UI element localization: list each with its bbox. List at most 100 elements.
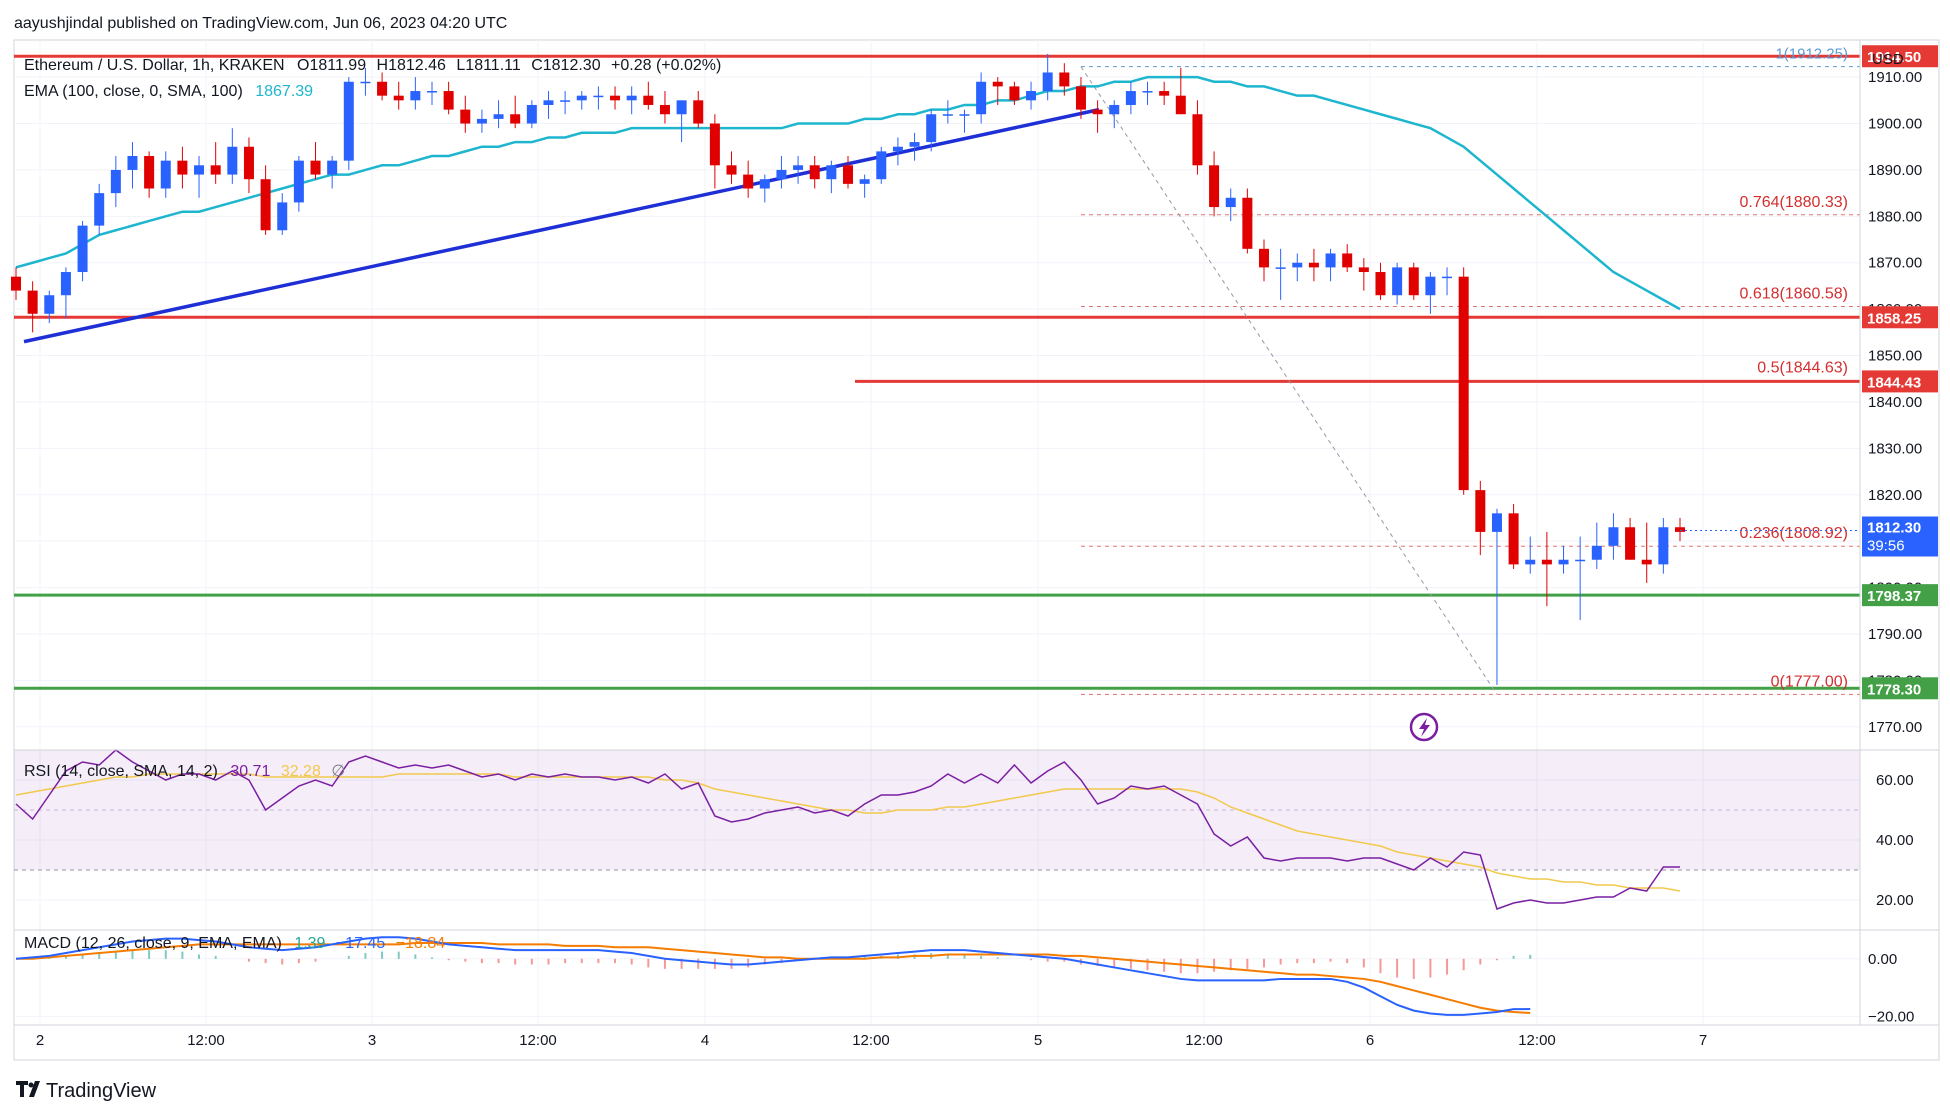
candle-body	[1392, 267, 1403, 296]
candle-body	[1425, 276, 1436, 296]
candle-body	[1442, 276, 1453, 279]
rsi-legend-label: RSI (14, close, SMA, 14, 2)	[24, 763, 218, 780]
candle-body	[360, 81, 371, 84]
price-tick-label: 1870.00	[1868, 255, 1922, 272]
ohlc-low: L1811.11	[456, 57, 520, 74]
tradingview-logo-icon[interactable]	[16, 1081, 40, 1097]
lightning-icon[interactable]	[1409, 712, 1439, 742]
price-tick-label: 1890.00	[1868, 162, 1922, 179]
resistance-1858-tag	[1862, 306, 1938, 329]
time-tick-label: 12:00	[1185, 1032, 1223, 1049]
macd-layer	[15, 936, 1532, 1016]
candle-body	[1192, 114, 1203, 166]
candle-body	[1308, 262, 1319, 268]
candle-body	[1491, 513, 1502, 532]
candle-body	[94, 193, 105, 226]
candle-body	[1292, 262, 1303, 268]
candle-body	[709, 123, 720, 166]
candle-body	[1092, 109, 1103, 115]
candle-body	[277, 202, 288, 231]
rsi-tick-label: 20.00	[1876, 892, 1914, 909]
support-1778-tag	[1862, 677, 1938, 700]
fib-diagonal	[1080, 66, 1498, 695]
candle-body	[676, 100, 687, 115]
resistance-1844-tag	[1862, 370, 1938, 393]
rsi-legend-value: 30.71	[230, 763, 270, 780]
time-tick-label: 2	[36, 1032, 44, 1049]
candle-body	[11, 276, 21, 291]
candle-body	[1591, 545, 1602, 560]
grid-layer	[14, 40, 1860, 1025]
candle-body	[210, 165, 221, 175]
fib-label-0.618: 0.618(1860.58)	[1739, 285, 1848, 302]
price-tick-label: 1880.00	[1868, 208, 1922, 225]
candle-body	[793, 165, 804, 170]
price-tags: 1914.50 1858.25 1844.43 1798.37 1778.30 1812.…	[1680, 45, 1938, 700]
candle-body	[560, 100, 571, 102]
trendline-layer[interactable]	[23, 107, 1100, 344]
candle-body	[1541, 559, 1552, 565]
candle-body	[1142, 91, 1153, 93]
candle-body	[1608, 527, 1619, 546]
candle-body	[1042, 72, 1053, 92]
ohlc-close: C1812.30	[531, 57, 600, 74]
publisher-line: aayushjindal published on TradingView.co…	[14, 15, 507, 32]
candle-body	[1075, 86, 1086, 110]
ema-legend-value: 1867.39	[255, 83, 313, 100]
ema-legend-label: EMA (100, close, 0, SMA, 100)	[24, 83, 243, 100]
candle-body	[1242, 197, 1253, 249]
candle-body	[144, 156, 155, 189]
candle-body	[776, 169, 787, 180]
fib-label-0.236: 0.236(1808.92)	[1739, 525, 1848, 542]
candle-body	[1641, 559, 1652, 565]
candle-body	[843, 165, 853, 184]
candle-body	[1508, 513, 1519, 565]
time-tick-label: 12:00	[187, 1032, 225, 1049]
macd-line	[15, 936, 1531, 1016]
fib-retracement: 1(1912.25) 0.764(1880.33) 0.618(1860.58) 0.…	[1080, 46, 1860, 695]
candle-body	[892, 146, 903, 152]
time-tick-label: 7	[1699, 1032, 1707, 1049]
candle-body	[926, 114, 937, 143]
fib-label-1: 1(1912.25)	[1775, 46, 1848, 63]
candle-body	[643, 95, 654, 105]
ema-line-layer	[15, 75, 1681, 311]
candle-body	[1259, 248, 1269, 268]
symbol-title: Ethereum / U.S. Dollar, 1h, KRAKEN	[24, 57, 285, 74]
candle-body	[194, 165, 205, 175]
price-tick-label: 1900.00	[1868, 116, 1922, 133]
tradingview-brand-text: TradingView	[46, 1080, 157, 1102]
macd-value: −17.45	[336, 935, 385, 952]
candle-body	[1375, 272, 1386, 296]
time-tick-label: 4	[701, 1032, 709, 1049]
ohlc-high: H1812.46	[377, 57, 446, 74]
candle-body	[1575, 559, 1586, 562]
ema-line	[15, 75, 1681, 311]
rsi-tick-label: 40.00	[1876, 832, 1914, 849]
candle-body	[1325, 253, 1336, 268]
candle-body	[726, 165, 737, 175]
candle-body	[1458, 276, 1469, 491]
candle-body	[693, 100, 704, 124]
macd-legend-label: MACD (12, 26, close, 9, EMA, EMA)	[24, 935, 282, 952]
candle-body	[427, 91, 437, 93]
rsi-band	[14, 749, 1860, 871]
candle-body	[1558, 559, 1569, 565]
resistance-1858-tag-label: 1858.25	[1867, 310, 1921, 327]
candle-body	[443, 91, 454, 110]
candle-body	[293, 160, 304, 203]
support-1798-tag	[1862, 584, 1938, 607]
fib-label-0: 0(1777.00)	[1771, 673, 1848, 690]
candle-body	[1408, 267, 1419, 296]
candle-body	[1625, 527, 1636, 560]
rsi-ma-legend-value: 32.28	[281, 763, 321, 780]
macd-signal-line	[16, 941, 1531, 1015]
candle-body	[177, 160, 188, 175]
fib-label-0.5: 0.5(1844.63)	[1757, 359, 1848, 376]
svg-text:Ethereum / U.S. Dollar, 1h, KR: Ethereum / U.S. Dollar, 1h, KRAKEN O1811…	[24, 57, 721, 74]
candle-body	[909, 142, 920, 147]
candle-body	[876, 151, 887, 180]
last-price-label: 1812.30	[1867, 520, 1921, 537]
candle-body	[1225, 197, 1236, 208]
candle-body	[1125, 91, 1136, 105]
